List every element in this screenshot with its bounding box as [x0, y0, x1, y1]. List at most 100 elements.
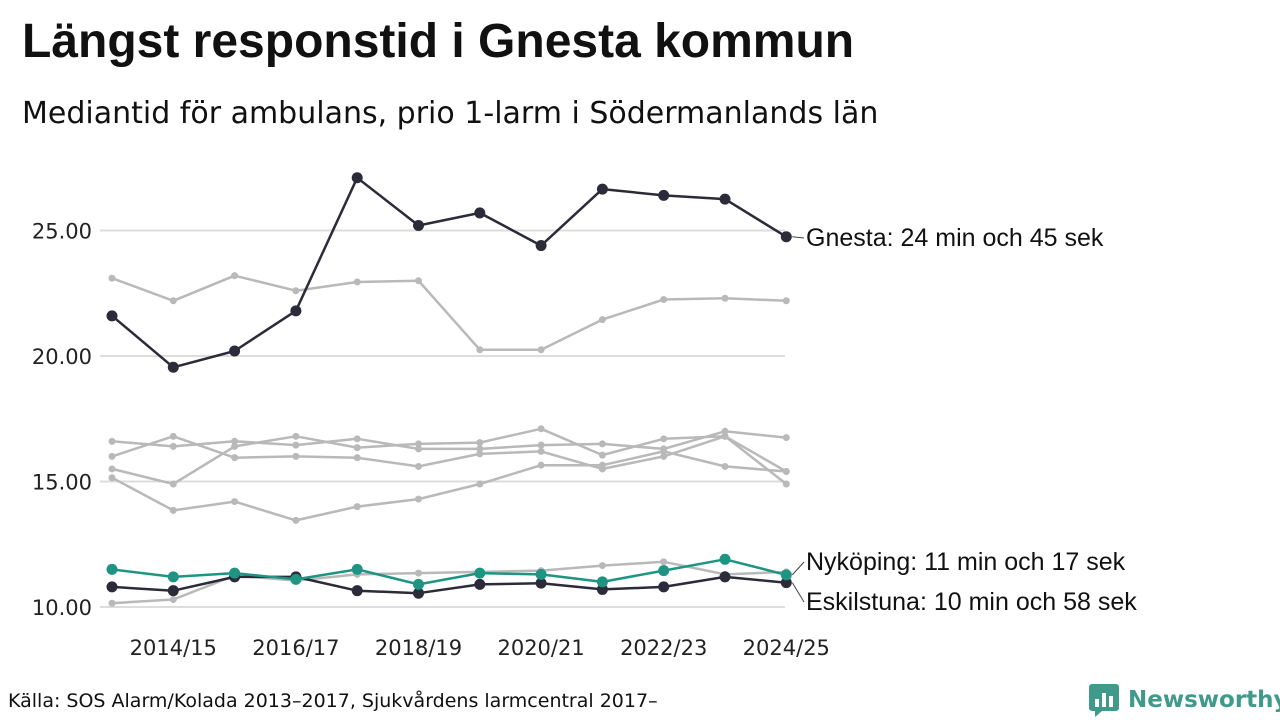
data-point — [169, 480, 177, 488]
data-point — [169, 442, 177, 450]
data-point — [596, 583, 608, 595]
data-point — [719, 553, 731, 565]
data-point — [231, 437, 239, 445]
data-point — [596, 183, 608, 195]
data-point — [476, 439, 484, 447]
y-axis-ticks: 10.00 15.00 20.00 25.00 — [32, 220, 92, 621]
data-point — [537, 441, 545, 449]
data-point — [108, 452, 116, 460]
data-point — [474, 578, 486, 590]
data-point — [106, 581, 118, 593]
data-point — [351, 172, 363, 184]
data-point — [351, 563, 363, 575]
chart-title: Längst responstid i Gnesta kommun — [22, 15, 855, 68]
series-nykoping — [106, 553, 792, 590]
data-point — [537, 346, 545, 354]
series-ovrig-kommun-c — [108, 432, 790, 475]
data-point — [292, 452, 300, 460]
data-point — [658, 581, 670, 593]
data-point — [169, 595, 177, 603]
series-ovrig-kommun-b — [108, 427, 790, 453]
data-point — [353, 278, 361, 286]
series-line — [111, 450, 787, 522]
series-eskilstuna — [106, 571, 792, 599]
data-point — [108, 437, 116, 445]
data-point — [169, 297, 177, 305]
x-tick-label: 2020/21 — [497, 636, 584, 660]
data-point — [353, 444, 361, 452]
data-point — [106, 310, 118, 322]
series-label-eskilstuna: Eskilstuna: 10 min och 58 sek — [806, 588, 1137, 616]
series-line — [111, 558, 787, 586]
data-point — [537, 447, 545, 455]
data-point — [658, 565, 670, 577]
y-tick-label: 20.00 — [32, 345, 92, 369]
data-point — [782, 480, 790, 488]
data-point — [721, 294, 729, 302]
data-point — [106, 563, 118, 575]
series-label-nykoping: Nyköping: 11 min och 17 sek — [806, 548, 1126, 576]
data-point — [415, 445, 422, 453]
data-point — [721, 427, 729, 435]
data-point — [353, 435, 361, 443]
y-tick-label: 15.00 — [32, 471, 92, 495]
source-note: Källa: SOS Alarm/Kolada 2013–2017, Sjukv… — [8, 690, 658, 712]
data-point — [415, 495, 422, 503]
data-point — [108, 599, 116, 607]
data-point — [231, 454, 239, 462]
data-point — [476, 346, 484, 354]
line-chart: 10.00 15.00 20.00 25.00 2014/15 2016/17 2018/… — [32, 172, 1137, 660]
x-tick-label: 2024/25 — [743, 636, 830, 660]
series-ovrig-kommun-a — [108, 272, 790, 354]
data-point — [660, 558, 668, 566]
data-point — [108, 474, 116, 482]
data-point — [292, 287, 300, 295]
label-leader — [791, 561, 805, 576]
data-point — [415, 569, 422, 577]
label-leader — [791, 582, 805, 603]
data-point — [167, 571, 179, 583]
data-point — [598, 461, 606, 469]
data-point — [353, 454, 361, 462]
data-point — [782, 434, 790, 442]
data-point — [169, 506, 177, 514]
data-point — [660, 452, 668, 460]
x-tick-label: 2014/15 — [130, 636, 217, 660]
brand-logo[interactable]: Newsworthy — [1088, 682, 1280, 718]
data-point — [598, 316, 606, 324]
chart-subtitle: Mediantid för ambulans, prio 1-larm i Sö… — [22, 96, 879, 131]
data-point — [476, 480, 484, 488]
series-ovrig-kommun-e — [108, 447, 790, 524]
data-point — [474, 207, 486, 219]
x-tick-label: 2016/17 — [252, 636, 339, 660]
data-point — [290, 305, 302, 317]
data-point — [292, 432, 300, 440]
data-point — [290, 573, 302, 585]
data-point — [231, 272, 239, 280]
data-point — [415, 462, 422, 470]
data-point — [413, 587, 424, 599]
data-point — [596, 576, 608, 588]
series-line — [111, 274, 787, 351]
x-tick-label: 2022/23 — [620, 636, 707, 660]
series-line — [111, 176, 787, 369]
data-point — [231, 442, 239, 450]
data-point — [598, 440, 606, 448]
y-tick-label: 25.00 — [32, 220, 92, 244]
data-point — [535, 568, 547, 580]
data-point — [660, 296, 668, 304]
data-point — [476, 445, 484, 453]
series-label-gnesta: Gnesta: 24 min och 45 sek — [806, 224, 1104, 252]
data-point — [169, 432, 177, 440]
x-tick-label: 2018/19 — [375, 636, 462, 660]
data-point — [660, 435, 668, 443]
data-point — [535, 240, 547, 252]
data-point — [658, 189, 670, 201]
data-point — [351, 585, 363, 597]
series-labels: Gnesta: 24 min och 45 sek Nyköping: 11 mi… — [791, 224, 1137, 616]
series-gnesta — [106, 172, 792, 373]
y-tick-label: 10.00 — [32, 596, 92, 620]
data-point — [782, 467, 790, 475]
data-point — [537, 425, 545, 433]
data-point — [413, 219, 424, 231]
